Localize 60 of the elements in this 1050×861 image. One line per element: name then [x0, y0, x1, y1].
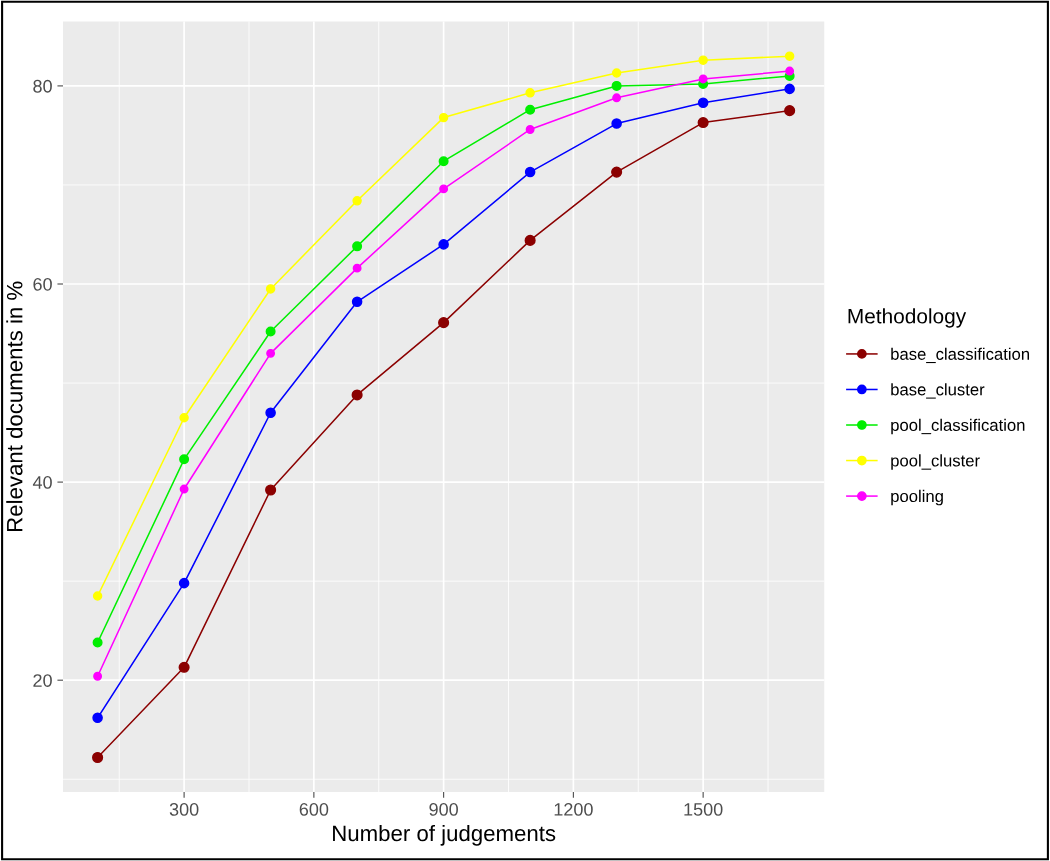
point [438, 317, 450, 329]
point [525, 104, 536, 115]
point [92, 712, 103, 724]
point [265, 484, 277, 496]
point [525, 88, 535, 98]
point [438, 239, 449, 250]
x-tick-label: 1200 [554, 803, 593, 816]
point [524, 166, 536, 178]
point [611, 68, 622, 78]
point [438, 156, 449, 167]
legend-label: base_classification [891, 347, 1030, 364]
point [352, 241, 363, 252]
x-tick-label: 900 [429, 803, 458, 816]
point [179, 484, 189, 494]
y-tick-label: 60 [33, 277, 52, 291]
point [784, 83, 795, 95]
point [265, 326, 276, 337]
legend-label: pool_cluster [891, 454, 980, 470]
legend-title: Methodology [848, 308, 967, 328]
point [524, 234, 536, 246]
point [92, 751, 104, 764]
point [265, 407, 276, 419]
y-tick-label: 20 [33, 674, 52, 687]
point [784, 51, 795, 61]
point [92, 637, 103, 648]
point [352, 196, 362, 206]
point [698, 74, 708, 84]
point [785, 66, 795, 76]
point [179, 454, 190, 465]
point [351, 389, 363, 401]
point [92, 591, 103, 601]
x-tick-label: 600 [299, 803, 329, 816]
y-tick-label: 40 [32, 476, 52, 489]
y-tick-label: 80 [33, 79, 52, 93]
point [179, 412, 189, 423]
x-tick-label: 1500 [684, 803, 723, 816]
point [265, 284, 276, 294]
point [178, 577, 190, 589]
point [611, 80, 622, 91]
point [266, 348, 276, 358]
point [351, 296, 363, 308]
point [439, 184, 449, 194]
y-axis-title: Relevant documents in % [6, 281, 23, 531]
point [698, 55, 708, 65]
point [697, 116, 709, 129]
x-axis-title: Number of judgements [333, 824, 556, 846]
point [611, 118, 622, 129]
point [525, 125, 535, 134]
legend-label: pooling [891, 489, 943, 506]
point [612, 93, 622, 103]
legend-label: pool_classification [891, 418, 1025, 435]
point [784, 105, 796, 117]
point [611, 166, 623, 178]
point [352, 263, 362, 273]
point [438, 112, 449, 123]
point [93, 671, 103, 681]
point [178, 661, 190, 673]
x-tick-label: 300 [169, 803, 199, 816]
point [697, 97, 709, 109]
legend-label: base_cluster [891, 383, 985, 399]
